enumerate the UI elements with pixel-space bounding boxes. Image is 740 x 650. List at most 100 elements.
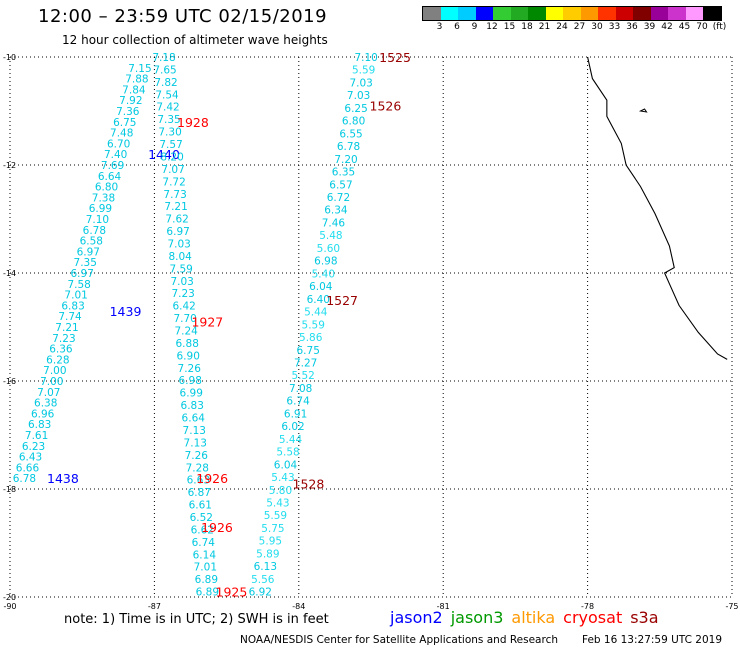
wave-height-value: 6.88	[176, 338, 199, 350]
wave-height-value: 6.78	[83, 225, 106, 237]
wave-height-value: 6.64	[182, 413, 206, 425]
wave-height-value: 7.00	[40, 376, 63, 388]
wave-height-value: 6.97	[166, 226, 189, 238]
island-outline	[638, 108, 648, 113]
scale-swatch	[440, 7, 458, 20]
wave-height-value: 6.02	[281, 421, 304, 433]
wave-height-value: 5.58	[276, 447, 299, 459]
wave-height-value: 7.03	[167, 238, 190, 250]
wave-height-value: 7.57	[159, 139, 182, 151]
wave-height-value: 7.38	[92, 192, 115, 204]
wave-height-value: 7.30	[158, 127, 181, 139]
wave-height-value: 7.13	[184, 437, 207, 449]
wave-height-value: 5.43	[271, 472, 294, 484]
wave-height-value: 7.10	[86, 214, 109, 226]
wave-height-value: 6.89	[195, 574, 218, 586]
wave-height-value: 6.28	[46, 354, 69, 366]
wave-height-value: 6.80	[95, 182, 118, 194]
mission-s3a: s3a	[630, 608, 659, 627]
wave-height-value: 6.87	[188, 487, 211, 499]
wave-height-value: 7.35	[74, 257, 97, 269]
wave-height-value: 7.54	[155, 89, 179, 101]
wave-height-value: 6.91	[284, 408, 307, 420]
pass-time-label: 1438	[47, 471, 79, 486]
wave-height-value: 7.69	[101, 160, 124, 172]
lon-tick-label: -81	[437, 602, 450, 611]
scale-label: 15	[503, 22, 516, 32]
wave-height-value: 6.70	[107, 138, 130, 150]
scale-swatch	[668, 7, 686, 20]
mission-jason2: jason2	[390, 608, 443, 627]
scale-swatch	[545, 7, 563, 20]
scale-swatch	[615, 7, 633, 20]
scale-label: 3	[436, 22, 443, 32]
wave-height-value: 5.59	[352, 65, 375, 77]
wave-height-value: 6.72	[327, 192, 350, 204]
lon-tick-label: -78	[581, 602, 594, 611]
wave-height-value: 5.95	[259, 536, 282, 548]
wave-height-value: 7.26	[178, 363, 202, 375]
wave-height-value: 6.78	[337, 141, 360, 153]
wave-height-value: 7.18	[152, 52, 175, 64]
wave-height-value: 7.07	[37, 387, 60, 399]
wave-height-value: 6.64	[98, 171, 122, 183]
wave-height-value: 7.24	[174, 326, 198, 338]
scale-swatch	[598, 7, 616, 20]
wave-height-value: 5.80	[269, 485, 292, 497]
wave-height-value: 7.65	[153, 64, 176, 76]
credit-text: NOAA/NESDIS Center for Satellite Applica…	[240, 634, 558, 646]
scale-label: 21	[538, 22, 551, 32]
wave-height-value: 6.57	[329, 179, 352, 191]
wave-height-value: 6.55	[339, 128, 362, 140]
wave-height-value: 5.75	[261, 523, 284, 535]
wave-height-value: 6.98	[179, 375, 202, 387]
wave-height-value: 6.96	[31, 408, 55, 420]
wave-height-value: 7.36	[116, 106, 140, 118]
wave-height-value: 7.20	[334, 154, 357, 166]
pass-time-label: 1439	[110, 304, 142, 319]
lat-tick-label: -20	[3, 593, 16, 602]
wave-height-value: 6.83	[28, 419, 51, 431]
scale-swatch	[475, 7, 493, 20]
wave-height-value: 6.63	[187, 475, 210, 487]
scale-label: 45	[678, 22, 691, 32]
wave-height-value: 7.00	[43, 365, 66, 377]
wave-height-value: 6.98	[314, 256, 337, 268]
wave-height-value: 6.61	[189, 500, 212, 512]
pass-time-label: 1440	[148, 147, 180, 162]
wave-height-value: 5.44	[304, 307, 328, 319]
timestamp-text: Feb 16 13:27:59 UTC 2019	[582, 634, 722, 646]
pass-time-label: 1928	[177, 115, 209, 130]
scale-label: 39	[643, 22, 656, 32]
scale-label: 33	[608, 22, 621, 32]
scale-label: 12	[486, 22, 498, 32]
wave-height-value: 7.23	[52, 333, 75, 345]
wave-height-value: 7.82	[154, 77, 177, 89]
pass-time-label: 1528	[293, 477, 325, 492]
coastline	[587, 56, 728, 360]
lon-tick-label: -84	[292, 602, 305, 611]
mission-cryosat: cryosat	[563, 608, 623, 627]
wave-height-value: 6.13	[254, 561, 277, 573]
wave-height-value: 7.84	[122, 84, 146, 96]
scale-swatch	[528, 7, 546, 20]
wave-height-value: 8.04	[168, 251, 192, 263]
wave-height-value: 6.42	[172, 301, 195, 313]
wave-height-value: 5.59	[264, 510, 287, 522]
wave-height-value: 6.74	[192, 537, 216, 549]
wave-height-value: 6.38	[34, 398, 57, 410]
wave-height-value: 5.86	[299, 332, 323, 344]
map-title: 12:00 – 23:59 UTC 02/15/2019	[38, 6, 328, 27]
lon-tick-label: -90	[3, 602, 16, 611]
scale-swatch	[493, 7, 511, 20]
wave-height-value: 7.58	[67, 279, 90, 291]
wave-height-value: 6.74	[286, 396, 310, 408]
wave-height-value: 6.04	[309, 281, 333, 293]
wave-height-value: 6.99	[180, 388, 203, 400]
wave-height-value: 5.56	[251, 574, 275, 586]
wave-height-value: 7.21	[55, 322, 78, 334]
scale-label: 42	[661, 22, 673, 32]
scale-label: 9	[471, 22, 478, 32]
scale-label: 6	[454, 22, 460, 32]
wave-height-value: 7.10	[354, 52, 377, 64]
